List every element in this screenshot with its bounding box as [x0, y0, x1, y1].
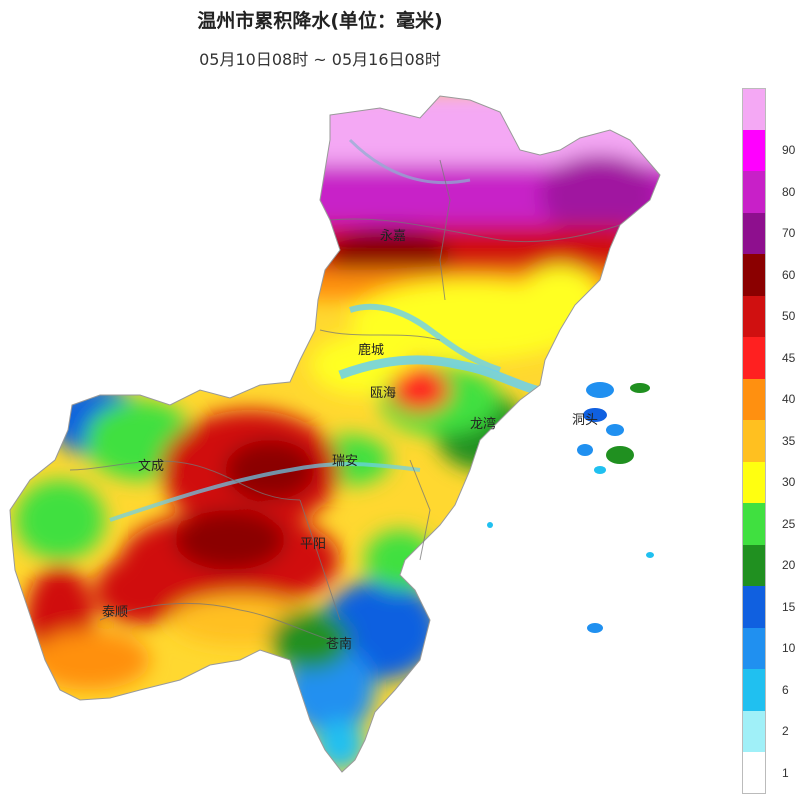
legend-swatch — [742, 88, 766, 130]
legend-swatch — [742, 129, 766, 171]
rainfall-map-svg: 永嘉 鹿城 瓯海 龙湾 洞头 文成 瑞安 平阳 泰顺 苍南 — [9, 95, 661, 773]
legend-swatch — [742, 420, 766, 462]
map-label-yongjia: 永嘉 — [380, 229, 406, 244]
legend-label: 35 — [782, 433, 796, 448]
legend-label: 45 — [782, 350, 796, 365]
map-label-cangnan: 苍南 — [326, 636, 352, 652]
legend-label: 70 — [782, 226, 796, 241]
map-label-taishun: 泰顺 — [102, 605, 128, 620]
legend-swatch — [742, 295, 766, 337]
legend-label: 60 — [782, 267, 796, 282]
legend-label: 25 — [782, 516, 796, 531]
rainfall-map: 永嘉 鹿城 瓯海 龙湾 洞头 文成 瑞安 平阳 泰顺 苍南 — [0, 80, 720, 804]
map-label-dongtou: 洞头 — [572, 413, 598, 428]
legend-label: 2 — [782, 724, 789, 739]
legend-label: 6 — [782, 682, 789, 697]
map-title: 温州市累积降水(单位：毫米) — [197, 10, 443, 32]
legend-swatch — [742, 669, 766, 711]
map-label-ouhai: 瓯海 — [370, 386, 396, 401]
legend-swatch — [742, 171, 766, 213]
map-label-pingyang: 平阳 — [300, 537, 326, 552]
legend-swatch — [742, 212, 766, 254]
map-label-longwan: 龙湾 — [470, 416, 496, 432]
legend-swatch — [742, 627, 766, 669]
legend-label: 30 — [782, 475, 796, 490]
legend-swatch — [742, 710, 766, 752]
legend-label: 80 — [782, 184, 796, 199]
legend-swatch — [742, 254, 766, 296]
legend-swatch — [742, 337, 766, 379]
map-label-lucheng: 鹿城 — [358, 342, 384, 358]
legend-label: 20 — [782, 558, 796, 573]
legend-swatch — [742, 461, 766, 503]
dongtou-islands — [487, 382, 654, 633]
legend-swatch — [742, 503, 766, 545]
legend-label: 15 — [782, 599, 796, 614]
legend-swatch — [742, 378, 766, 420]
legend-label: 90 — [782, 143, 796, 158]
legend-label: 10 — [782, 641, 796, 656]
map-subtitle: 05月10日08时 ~ 05月16日08时 — [199, 50, 441, 69]
rainfall-legend: 90 80 70 60 50 45 40 35 30 25 20 15 10 6 2 1 — [742, 88, 802, 794]
legend-label: 40 — [782, 392, 796, 407]
legend-label: 50 — [782, 309, 796, 324]
legend-swatch — [742, 544, 766, 586]
legend-label: 1 — [782, 765, 789, 780]
legend-swatch — [742, 752, 766, 794]
map-label-wencheng: 文成 — [138, 459, 164, 474]
legend-swatch — [742, 586, 766, 628]
map-label-ruian: 瑞安 — [332, 454, 358, 469]
